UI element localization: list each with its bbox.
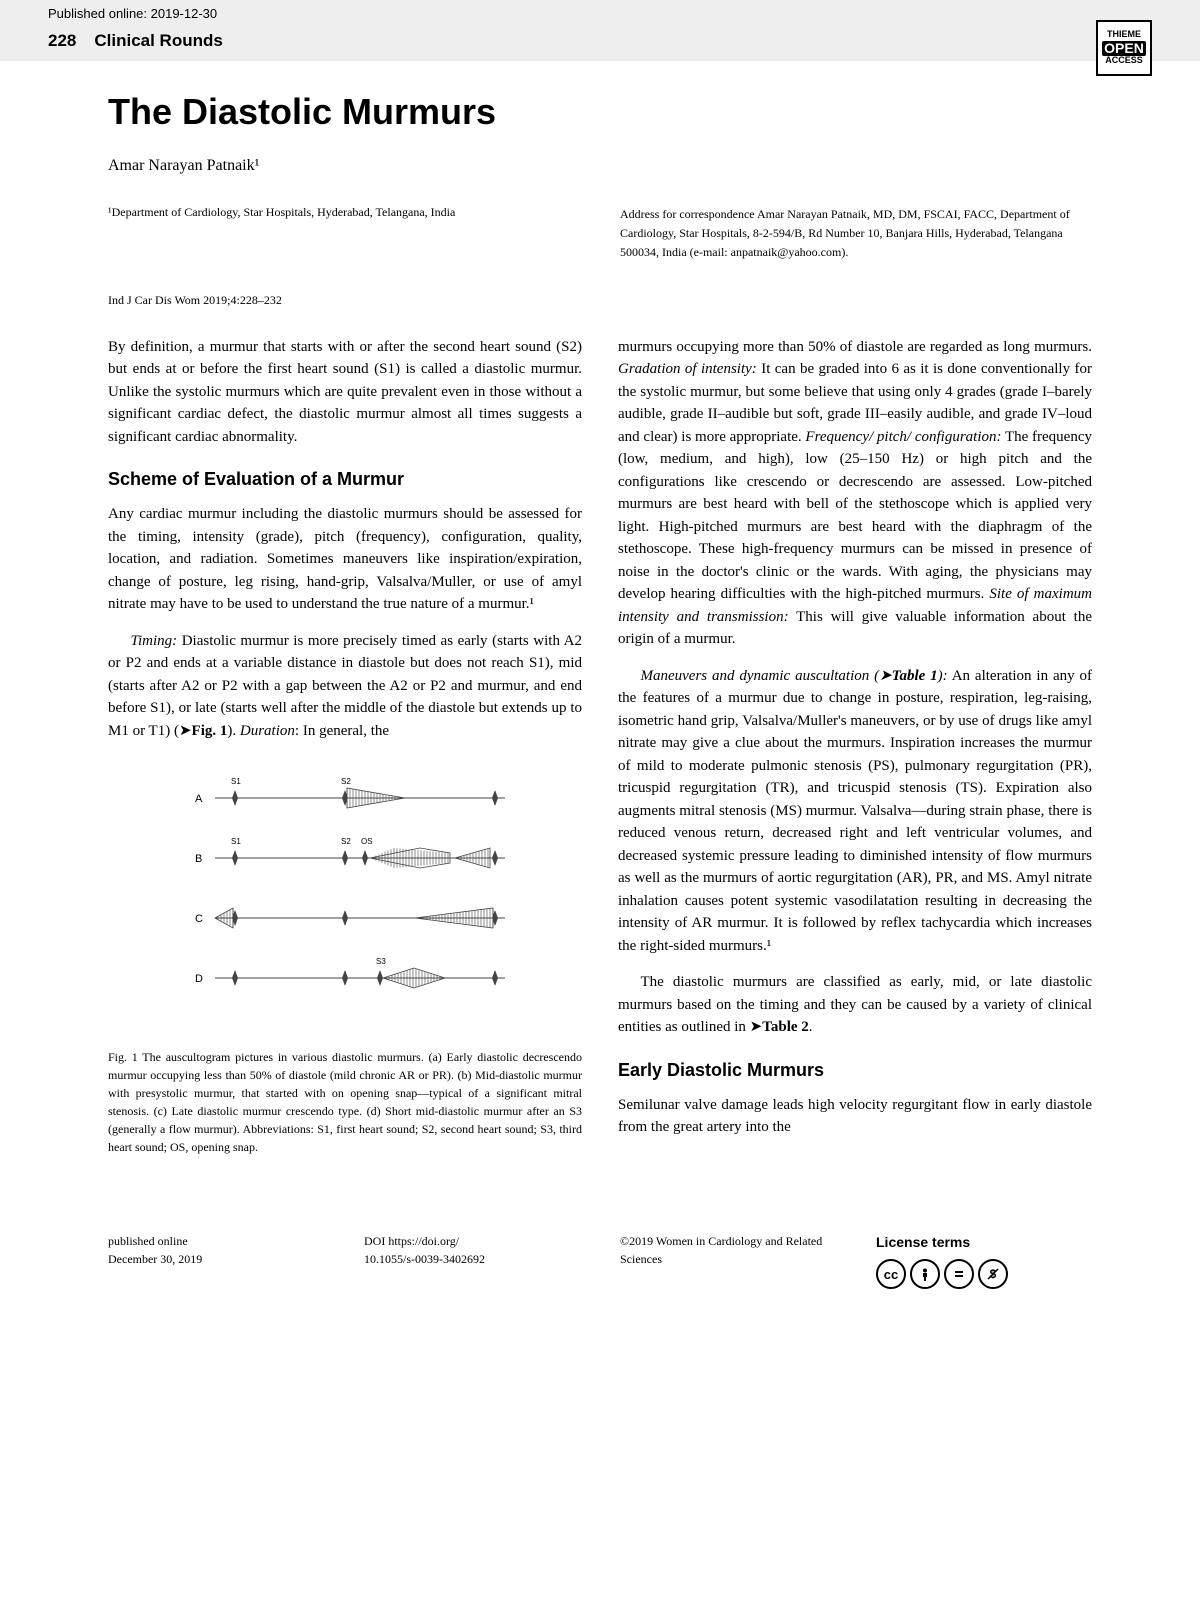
scheme-paragraph-1: Any cardiac murmur including the diastol… bbox=[108, 503, 582, 616]
scheme-paragraph-2: Timing: Diastolic murmur is more precise… bbox=[108, 630, 582, 743]
cc-cc-icon: cc bbox=[876, 1259, 906, 1289]
svg-text:S1: S1 bbox=[231, 837, 241, 846]
cc-nc-icon: $ bbox=[978, 1259, 1008, 1289]
correspondence-text: Address for correspondence Amar Narayan … bbox=[620, 205, 1092, 263]
section-name: Clinical Rounds bbox=[94, 31, 222, 51]
intro-paragraph: By definition, a murmur that starts with… bbox=[108, 336, 582, 449]
article-citation: Ind J Car Dis Wom 2019;4:228–232 bbox=[108, 293, 1092, 308]
affiliation-row: ¹Department of Cardiology, Star Hospital… bbox=[108, 205, 1092, 263]
badge-open: OPEN bbox=[1102, 41, 1146, 56]
cc-nd-icon bbox=[944, 1259, 974, 1289]
column2-paragraph-3: The diastolic murmurs are classified as … bbox=[618, 971, 1092, 1039]
article-content: The Diastolic Murmurs Amar Narayan Patna… bbox=[0, 61, 1200, 1182]
badge-access: ACCESS bbox=[1105, 56, 1143, 66]
svg-text:S1: S1 bbox=[231, 777, 241, 786]
figure-1-svg: A S1 S2 B S1 S2 OS C D S3 bbox=[165, 758, 525, 1038]
figure-1-caption: Fig. 1 The auscultogram pictures in vari… bbox=[108, 1048, 582, 1156]
svg-text:S2: S2 bbox=[341, 777, 351, 786]
body-columns: By definition, a murmur that starts with… bbox=[108, 336, 1092, 1163]
article-title: The Diastolic Murmurs bbox=[108, 91, 1092, 133]
svg-text:A: A bbox=[195, 793, 203, 805]
open-access-badge: THIEME OPEN ACCESS bbox=[1096, 20, 1152, 76]
early-paragraph-1: Semilunar valve damage leads high veloci… bbox=[618, 1094, 1092, 1139]
section-heading-scheme: Scheme of Evaluation of a Murmur bbox=[108, 466, 582, 493]
page-header-row: 228 Clinical Rounds bbox=[48, 31, 1152, 51]
badge-publisher: THIEME bbox=[1107, 30, 1141, 40]
affiliation-text: ¹Department of Cardiology, Star Hospital… bbox=[108, 205, 580, 263]
column2-paragraph-1: murmurs occupying more than 50% of diast… bbox=[618, 336, 1092, 651]
svg-text:C: C bbox=[195, 913, 203, 925]
svg-text:S3: S3 bbox=[376, 957, 386, 966]
footer-copyright: ©2019 Women in Cardiology and Related Sc… bbox=[620, 1232, 836, 1268]
section-heading-early: Early Diastolic Murmurs bbox=[618, 1057, 1092, 1084]
figure-1: A S1 S2 B S1 S2 OS C D S3 Fig. 1 The auscultogram… bbox=[108, 758, 582, 1156]
svg-text:B: B bbox=[195, 853, 202, 865]
article-authors: Amar Narayan Patnaik¹ bbox=[108, 157, 1092, 175]
footer-doi: DOI https://doi.org/10.1055/s-0039-34026… bbox=[364, 1232, 580, 1268]
license-label: License terms bbox=[876, 1232, 1092, 1253]
header-bar: Published online: 2019-12-30 228 Clinica… bbox=[0, 0, 1200, 61]
footer-license: License terms cc $ bbox=[876, 1232, 1092, 1289]
svg-text:S2: S2 bbox=[341, 837, 351, 846]
svg-text:OS: OS bbox=[361, 837, 373, 846]
page-footer: published onlineDecember 30, 2019 DOI ht… bbox=[0, 1182, 1200, 1309]
page-number: 228 bbox=[48, 31, 76, 51]
published-online-line: Published online: 2019-12-30 bbox=[48, 6, 1152, 21]
cc-icons-row: cc $ bbox=[876, 1259, 1092, 1289]
footer-published: published onlineDecember 30, 2019 bbox=[108, 1232, 324, 1268]
cc-by-icon bbox=[910, 1259, 940, 1289]
column2-paragraph-2: Maneuvers and dynamic auscultation (➤Tab… bbox=[618, 665, 1092, 958]
svg-text:D: D bbox=[195, 973, 203, 985]
